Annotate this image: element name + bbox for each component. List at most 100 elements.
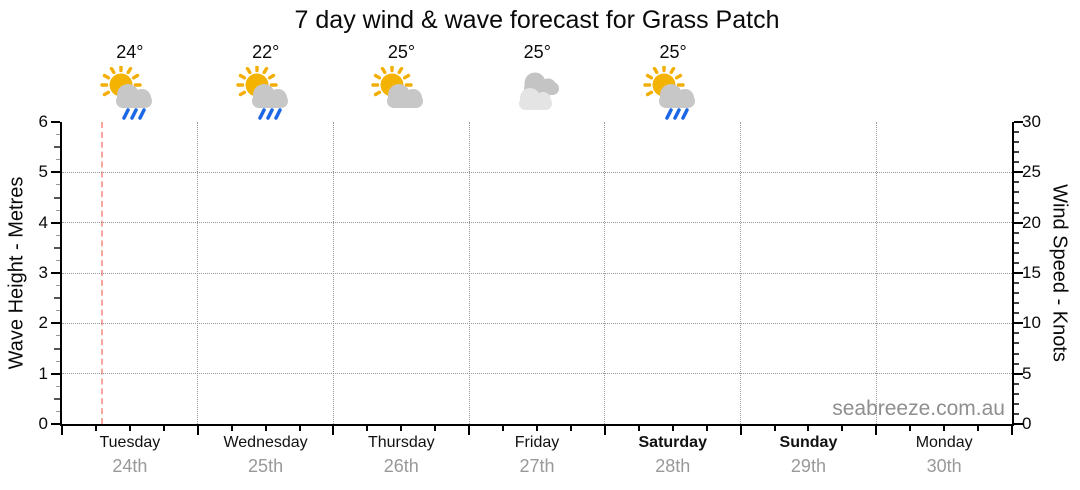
- wind-major-tick: [1014, 121, 1023, 123]
- wave-half-tick: [54, 246, 60, 249]
- temperature-label: 25°: [387, 42, 416, 62]
- day-label-friday: Friday 27th: [469, 433, 605, 476]
- axis-tick-label: 25: [1022, 162, 1041, 181]
- wind-minor-tick: [1014, 231, 1019, 234]
- axis-tick-label: 1: [38, 364, 48, 383]
- day-name: Monday: [915, 434, 973, 451]
- sun-cloud-rain-icon: [640, 66, 706, 122]
- axis-tick-label: 5: [38, 162, 48, 181]
- wind-minor-tick: [1014, 211, 1019, 214]
- day-name: Tuesday: [99, 434, 161, 451]
- day-major-tick: [1011, 426, 1013, 435]
- hour-minor-tick: [909, 426, 912, 431]
- hour-minor-tick: [637, 426, 640, 431]
- wind-minor-tick: [1014, 261, 1019, 264]
- v-gridline: [604, 122, 606, 424]
- hour-minor-tick: [807, 426, 810, 431]
- v-gridline: [740, 122, 742, 424]
- hour-minor-tick: [434, 426, 437, 431]
- day-major-tick: [61, 426, 63, 435]
- wave-quarter-tick: [56, 259, 60, 261]
- wind-axis-tick-labels: 30 25 20 15 10 5 0: [1022, 113, 1068, 433]
- day-major-tick: [468, 426, 471, 435]
- day-major-tick: [875, 426, 878, 435]
- forecast-day-friday: 25°: [469, 42, 605, 122]
- wind-minor-tick: [1014, 241, 1019, 244]
- day-label-thursday: Thursday 26th: [333, 433, 469, 476]
- day-label-sunday: Sunday 29th: [741, 433, 877, 476]
- hour-minor-tick: [230, 426, 233, 431]
- hour-minor-tick: [298, 426, 301, 431]
- temperature-label: 22°: [252, 42, 280, 62]
- wind-minor-tick: [1014, 251, 1019, 254]
- wind-major-tick: [1014, 272, 1023, 274]
- h-gridline: [62, 272, 1012, 274]
- sun-cloud-rain-icon: [97, 66, 163, 122]
- wind-major-tick: [1014, 221, 1023, 224]
- wind-minor-tick: [1014, 332, 1019, 335]
- sun-cloud-icon: [368, 66, 434, 122]
- axis-tick-label: 3: [38, 263, 48, 282]
- wind-minor-tick: [1014, 151, 1019, 154]
- forecast-day-thursday: 25°: [334, 42, 470, 122]
- hour-minor-tick: [977, 426, 980, 431]
- day-date: 30th: [926, 456, 962, 476]
- axis-tick-label: 20: [1022, 213, 1041, 232]
- day-major-tick: [332, 426, 335, 435]
- forecast-strip: 24° 22° 25° 25° 25°: [62, 42, 741, 122]
- axis-tick-label: 5: [1022, 364, 1032, 383]
- wave-half-tick: [54, 146, 60, 149]
- hour-minor-tick: [400, 426, 403, 431]
- wind-minor-tick: [1014, 312, 1019, 315]
- day-label-tuesday: Tuesday 24th: [62, 433, 198, 476]
- wave-quarter-tick: [56, 184, 60, 186]
- wave-axis-title: Wave Height - Metres: [5, 176, 28, 370]
- day-major-tick: [196, 426, 199, 435]
- day-major-tick: [603, 426, 606, 435]
- hour-minor-tick: [162, 426, 165, 431]
- day-date: 29th: [790, 456, 826, 476]
- axis-tick-label: 4: [38, 213, 48, 232]
- hour-minor-tick: [502, 426, 505, 431]
- temperature-label: 25°: [523, 42, 551, 62]
- wave-half-tick: [54, 347, 60, 350]
- wave-quarter-tick: [56, 360, 60, 362]
- v-gridline: [197, 122, 199, 424]
- day-name: Friday: [514, 434, 560, 451]
- sun-cloud-rain-icon: [233, 66, 299, 122]
- temperature-label: 24°: [116, 42, 144, 62]
- wind-minor-tick: [1014, 131, 1019, 134]
- day-label-wednesday: Wednesday 25th: [198, 433, 334, 476]
- wave-quarter-tick: [56, 234, 60, 236]
- wind-major-tick: [1014, 423, 1023, 425]
- hour-minor-tick: [943, 426, 946, 431]
- wind-minor-tick: [1014, 402, 1019, 405]
- wave-half-tick: [54, 397, 60, 400]
- wave-quarter-tick: [56, 285, 60, 287]
- hour-minor-tick: [569, 426, 572, 431]
- axis-tick-label: 0: [38, 414, 48, 433]
- hour-minor-tick: [128, 426, 131, 431]
- hour-minor-tick: [366, 426, 369, 431]
- wind-major-tick: [1014, 322, 1023, 325]
- wave-quarter-tick: [56, 385, 60, 387]
- wave-major-tick: [51, 221, 60, 224]
- day-date: 25th: [248, 456, 284, 476]
- axis-tick-label: 6: [38, 112, 48, 131]
- wind-major-tick: [1014, 372, 1023, 375]
- hour-minor-tick: [94, 426, 97, 431]
- day-major-tick: [739, 426, 742, 435]
- day-name: Thursday: [367, 434, 435, 451]
- seabreeze-watermark: seabreeze.com.au: [832, 397, 1005, 420]
- day-label-saturday: Saturday 28th: [605, 433, 741, 476]
- wind-minor-tick: [1014, 161, 1019, 164]
- h-gridline: [62, 222, 1012, 224]
- x-axis-day-labels: Tuesday 24th Wednesday 25th Thursday 26t…: [62, 433, 1012, 476]
- wave-quarter-tick: [56, 335, 60, 337]
- h-gridline: [62, 322, 1012, 324]
- day-name: Sunday: [779, 434, 838, 451]
- wave-quarter-tick: [56, 209, 60, 211]
- wave-half-tick: [54, 196, 60, 199]
- wave-quarter-tick: [56, 159, 60, 161]
